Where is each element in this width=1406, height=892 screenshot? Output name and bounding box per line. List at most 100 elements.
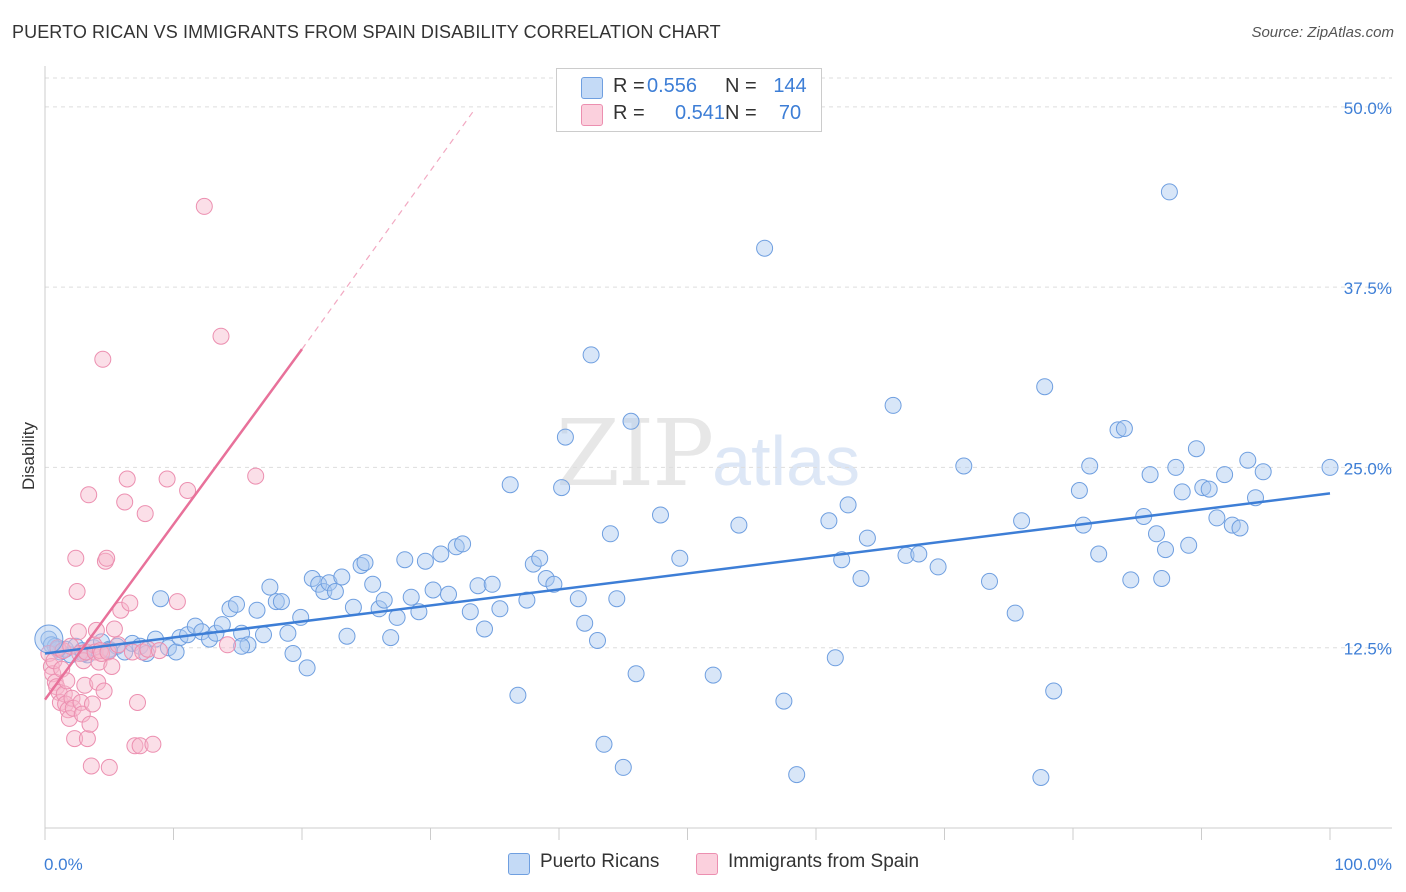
point-puerto-ricans	[396, 551, 414, 569]
point-puerto-ricans	[556, 428, 574, 446]
point-immigrants-spain	[179, 482, 197, 499]
point-puerto-ricans	[152, 590, 170, 608]
point-puerto-ricans	[589, 632, 606, 649]
point-puerto-ricans	[1153, 570, 1171, 587]
point-immigrants-spain	[80, 486, 98, 504]
point-immigrants-spain	[129, 694, 146, 711]
point-puerto-ricans	[261, 578, 279, 596]
point-puerto-ricans	[1109, 421, 1127, 439]
point-puerto-ricans	[852, 570, 870, 587]
point-puerto-ricans	[344, 598, 362, 616]
point-immigrants-spain	[105, 620, 123, 638]
point-immigrants-spain	[68, 583, 86, 600]
point-puerto-ricans	[1160, 183, 1178, 201]
point-puerto-ricans	[1254, 463, 1272, 481]
point-puerto-ricans	[820, 512, 838, 530]
bottom-legend-label: Puerto Ricans	[540, 851, 660, 872]
point-immigrants-spain	[82, 757, 100, 775]
point-puerto-ricans	[228, 595, 245, 613]
chart-source: Source: ZipAtlas.com	[1251, 24, 1394, 41]
point-puerto-ricans	[1036, 378, 1054, 396]
point-puerto-ricans	[298, 659, 316, 677]
point-immigrants-spain	[103, 658, 121, 675]
point-puerto-ricans	[671, 549, 689, 567]
point-puerto-ricans	[1194, 479, 1212, 497]
point-puerto-ricans	[545, 575, 563, 593]
point-puerto-ricans	[440, 585, 457, 603]
y-tick-label: 37.5%	[1344, 279, 1392, 298]
point-immigrants-spain	[100, 758, 118, 776]
bottom-legend-label: Immigrants from Spain	[728, 851, 920, 872]
point-puerto-ricans	[284, 645, 302, 662]
legend-r-value: 0.556	[647, 75, 698, 97]
point-puerto-ricans	[1216, 466, 1234, 484]
point-puerto-ricans	[1231, 519, 1249, 537]
y-tick-label: 50.0%	[1344, 99, 1392, 118]
point-puerto-ricans	[1115, 420, 1133, 437]
point-puerto-ricans	[356, 554, 374, 572]
point-puerto-ricans	[461, 603, 479, 621]
point-puerto-ricans	[388, 608, 406, 626]
point-immigrants-spain	[67, 549, 85, 567]
point-puerto-ricans	[531, 549, 549, 567]
point-puerto-ricans	[201, 630, 218, 648]
point-puerto-ricans	[402, 588, 420, 606]
point-immigrants-spain	[69, 623, 87, 641]
point-puerto-ricans	[569, 590, 587, 608]
point-puerto-ricans	[622, 412, 640, 430]
point-puerto-ricans	[884, 396, 902, 414]
point-immigrants-spain	[116, 493, 134, 511]
point-puerto-ricans	[326, 583, 344, 600]
point-puerto-ricans	[382, 629, 400, 647]
point-immigrants-spain	[131, 737, 149, 755]
point-puerto-ricans	[424, 581, 442, 599]
legend-n-label: N =	[725, 75, 757, 97]
point-immigrants-spain	[219, 636, 236, 654]
point-puerto-ricans	[1157, 541, 1174, 559]
point-puerto-ricans	[1148, 525, 1165, 543]
point-immigrants-spain	[98, 549, 116, 567]
point-puerto-ricans	[1006, 604, 1024, 622]
point-immigrants-spain	[84, 695, 101, 713]
point-puerto-ricans	[1187, 440, 1205, 458]
point-puerto-ricans	[826, 649, 844, 667]
legend-r-label: R =	[613, 102, 645, 124]
point-puerto-ricans	[476, 620, 493, 638]
point-puerto-ricans	[1200, 480, 1218, 498]
point-immigrants-spain	[112, 601, 130, 619]
point-puerto-ricans	[839, 496, 857, 514]
point-puerto-ricans	[652, 506, 669, 524]
point-puerto-ricans	[1208, 509, 1226, 527]
point-immigrants-spain	[144, 735, 162, 753]
point-puerto-ricans	[518, 591, 536, 609]
point-puerto-ricans	[524, 555, 542, 573]
point-puerto-ricans	[501, 476, 519, 494]
point-puerto-ricans	[303, 570, 321, 587]
point-puerto-ricans	[981, 572, 998, 590]
y-tick-label: 12.5%	[1344, 640, 1392, 659]
watermark-part1: ZIP	[556, 400, 714, 507]
trendline-immigrants-spain-extension	[301, 107, 476, 350]
point-immigrants-spain	[76, 676, 94, 694]
point-immigrants-spain	[158, 470, 176, 488]
bottom-legend-swatch-pink	[696, 853, 718, 875]
point-puerto-ricans	[364, 575, 382, 593]
legend-swatch-blue	[581, 77, 603, 99]
point-puerto-ricans	[1045, 682, 1063, 700]
point-puerto-ricans	[553, 479, 571, 497]
point-puerto-ricans	[858, 529, 876, 547]
legend-r-label: R =	[613, 75, 645, 97]
point-puerto-ricans	[1070, 482, 1088, 499]
point-puerto-ricans	[255, 626, 272, 644]
point-puerto-ricans	[375, 591, 393, 609]
x-tick-label: 0.0%	[44, 855, 83, 874]
point-puerto-ricans	[582, 346, 600, 364]
point-puerto-ricans	[491, 600, 509, 618]
point-immigrants-spain	[134, 643, 152, 661]
point-puerto-ricans	[1081, 457, 1099, 475]
bottom-legend: Puerto Ricans Immigrants from Spain	[0, 850, 1406, 878]
point-immigrants-spain	[168, 593, 186, 611]
point-puerto-ricans	[159, 639, 177, 657]
point-puerto-ricans	[167, 643, 185, 661]
